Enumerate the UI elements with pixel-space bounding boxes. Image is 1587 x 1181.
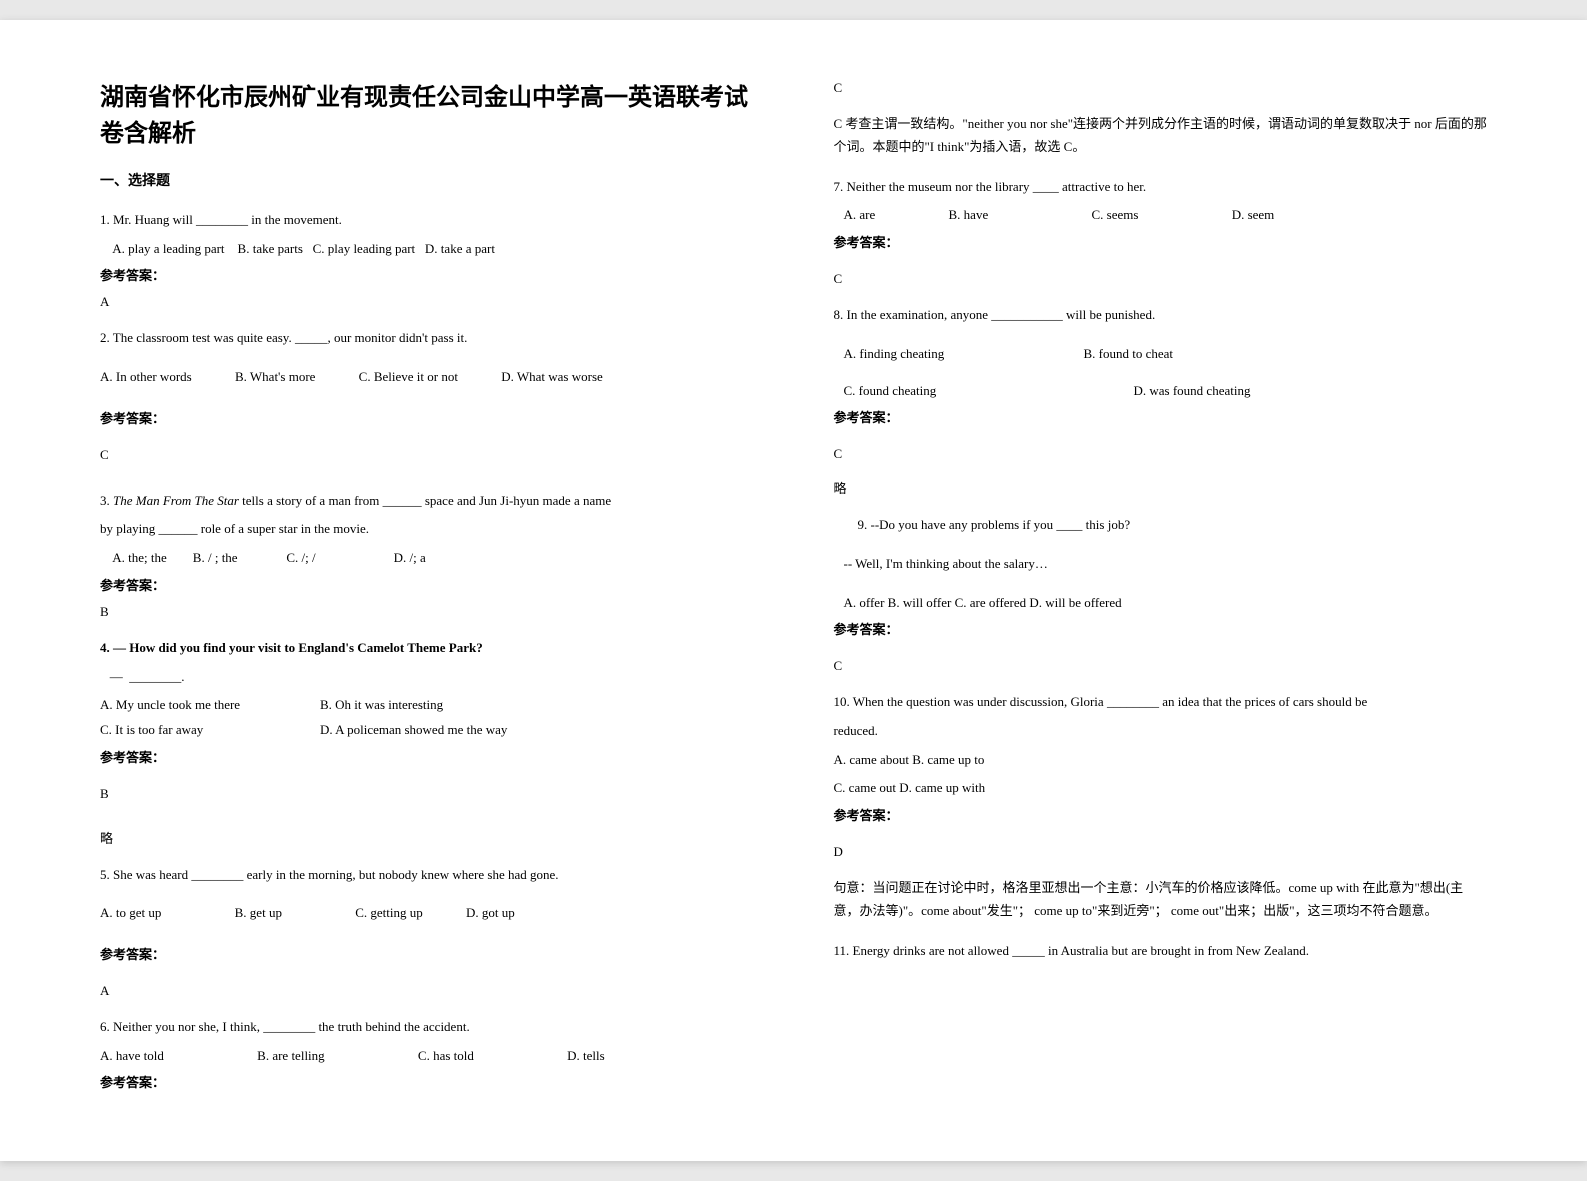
question-2: 2. The classroom test was quite easy. __… — [100, 326, 754, 351]
q5-option-a: A. to get up — [100, 901, 161, 926]
document-title: 湖南省怀化市辰州矿业有现责任公司金山中学高一英语联考试卷含解析 — [100, 80, 754, 152]
question-7-options: A. are B. have C. seems D. seem — [834, 203, 1488, 228]
question-1: 1. Mr. Huang will ________ in the moveme… — [100, 208, 754, 233]
question-5-answer: A — [100, 983, 754, 999]
question-10-options-1: A. came about B. came up to — [834, 748, 1488, 773]
question-4-answer: B — [100, 786, 754, 802]
q3-prefix: 3. — [100, 493, 113, 508]
q8-option-d: D. was found cheating — [1084, 379, 1251, 404]
question-11: 11. Energy drinks are not allowed _____ … — [834, 939, 1488, 964]
q3-italic: The Man From The Star — [113, 493, 239, 508]
q4-option-d: D. A policeman showed me the way — [320, 718, 507, 743]
q5-option-b: B. get up — [235, 901, 282, 926]
question-5: 5. She was heard ________ early in the m… — [100, 863, 754, 888]
q4-option-b: B. Oh it was interesting — [320, 693, 443, 718]
answer-label: 参考答案： — [834, 407, 1488, 426]
q8-option-b: B. found to cheat — [1084, 342, 1174, 367]
right-column: C C 考查主谓一致结构。"neither you nor she"连接两个并列… — [834, 80, 1488, 1101]
question-10-line2: reduced. — [834, 719, 1488, 744]
answer-label: 参考答案： — [100, 408, 754, 427]
question-3-answer: B — [100, 604, 754, 620]
question-3-options: A. the; the B. / ; the C. /; / D. /; a — [100, 546, 754, 571]
answer-label: 参考答案： — [834, 805, 1488, 824]
answer-label: 参考答案： — [100, 747, 754, 766]
question-4-line2: — ________. — [100, 665, 754, 690]
page-wrapper: 湖南省怀化市辰州矿业有现责任公司金山中学高一英语联考试卷含解析 一、选择题 1.… — [0, 20, 1587, 1161]
question-10-line1: 10. When the question was under discussi… — [834, 690, 1488, 715]
q8-option-a: A. finding cheating — [844, 342, 1084, 367]
question-2-options: A. In other words B. What's more C. Beli… — [100, 365, 754, 390]
q2-option-c: C. Believe it or not — [359, 365, 458, 390]
q5-option-c: C. getting up — [355, 901, 423, 926]
question-5-options: A. to get up B. get up C. getting up D. … — [100, 901, 754, 926]
q2-option-b: B. What's more — [235, 365, 315, 390]
question-7: 7. Neither the museum nor the library __… — [834, 175, 1488, 200]
question-9-line2: -- Well, I'm thinking about the salary… — [834, 552, 1488, 577]
left-column: 湖南省怀化市辰州矿业有现责任公司金山中学高一英语联考试卷含解析 一、选择题 1.… — [100, 80, 754, 1101]
question-1-options: A. play a leading part B. take parts C. … — [100, 237, 754, 262]
question-8: 8. In the examination, anyone __________… — [834, 303, 1488, 328]
answer-label: 参考答案： — [834, 232, 1488, 251]
answer-label: 参考答案： — [834, 619, 1488, 638]
q6-option-d: D. tells — [567, 1044, 605, 1069]
q2-option-d: D. What was worse — [501, 365, 603, 390]
q7-option-c: C. seems — [1091, 203, 1138, 228]
question-3-line2: by playing ______ role of a super star i… — [100, 517, 754, 542]
question-10-answer: D — [834, 844, 1488, 860]
answer-label: 参考答案： — [100, 575, 754, 594]
answer-label: 参考答案： — [100, 265, 754, 284]
question-4-options: A. My uncle took me there B. Oh it was i… — [100, 693, 754, 742]
q7-option-a: A. are — [844, 203, 876, 228]
q4-option-c: C. It is too far away — [100, 718, 320, 743]
question-4-line1: 4. — How did you find your visit to Engl… — [100, 636, 754, 661]
question-9-answer: C — [834, 658, 1488, 674]
question-8-options: A. finding cheating B. found to cheat C.… — [834, 342, 1488, 403]
question-2-answer: C — [100, 447, 754, 463]
answer-label: 参考答案： — [100, 1072, 754, 1091]
q8-option-c: C. found cheating — [844, 379, 1084, 404]
question-9: 9. --Do you have any problems if you ___… — [834, 513, 1488, 538]
q7-option-d: D. seem — [1232, 203, 1275, 228]
question-6: 6. Neither you nor she, I think, _______… — [100, 1015, 754, 1040]
q6-option-a: A. have told — [100, 1044, 164, 1069]
q6-option-b: B. are telling — [257, 1044, 325, 1069]
question-7-answer: C — [834, 271, 1488, 287]
question-6-answer: C — [834, 80, 1488, 96]
question-6-options: A. have told B. are telling C. has told … — [100, 1044, 754, 1069]
question-8-answer: C — [834, 446, 1488, 462]
question-9-options: A. offer B. will offer C. are offered D.… — [834, 591, 1488, 616]
question-1-answer: A — [100, 294, 754, 310]
answer-label: 参考答案： — [100, 944, 754, 963]
question-3-line1: 3. The Man From The Star tells a story o… — [100, 489, 754, 514]
question-4-omit: 略 — [100, 828, 754, 847]
question-6-explanation: C 考查主谓一致结构。"neither you nor she"连接两个并列成分… — [834, 112, 1488, 159]
question-8-omit: 略 — [834, 478, 1488, 497]
q7-option-b: B. have — [949, 203, 989, 228]
q2-option-a: A. In other words — [100, 365, 192, 390]
q3-rest: tells a story of a man from ______ space… — [239, 493, 611, 508]
q4-option-a: A. My uncle took me there — [100, 693, 320, 718]
question-10-explanation: 句意：当问题正在讨论中时，格洛里亚想出一个主意：小汽车的价格应该降低。come … — [834, 876, 1488, 923]
q5-option-d: D. got up — [466, 901, 515, 926]
section-heading: 一、选择题 — [100, 170, 754, 190]
question-10-options-2: C. came out D. came up with — [834, 776, 1488, 801]
q6-option-c: C. has told — [418, 1044, 474, 1069]
